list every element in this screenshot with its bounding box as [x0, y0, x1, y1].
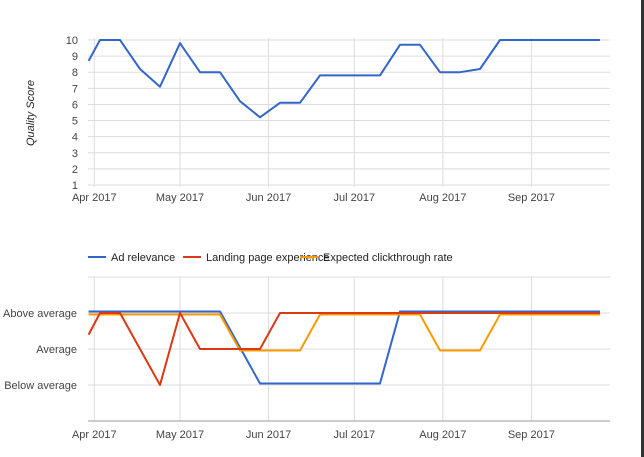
- y-tick-label: 2: [72, 164, 78, 176]
- x-tick-label: Jul 2017: [333, 192, 375, 204]
- y-tick-label: Below average: [4, 380, 77, 392]
- window-border: [641, 0, 644, 457]
- y-tick-label: 9: [72, 51, 78, 63]
- x-tick-label: Jun 2017: [246, 429, 291, 441]
- x-tick-label: Jul 2017: [333, 429, 375, 441]
- legend-label: Landing page experience: [206, 252, 330, 264]
- x-tick-label: Aug 2017: [419, 429, 466, 441]
- legend-label: Expected clickthrough rate: [323, 252, 453, 264]
- x-tick-label: May 2017: [156, 192, 204, 204]
- x-tick-label: Apr 2017: [72, 192, 117, 204]
- y-tick-label: 6: [72, 99, 78, 111]
- y-tick-label: 1: [72, 180, 78, 192]
- x-tick-label: Jun 2017: [246, 192, 291, 204]
- series-line-landing-page-experience: [87, 312, 600, 386]
- y-tick-label: 8: [72, 67, 78, 79]
- y-tick-label: Average: [36, 344, 77, 356]
- x-tick-label: Aug 2017: [419, 192, 466, 204]
- series-line-quality-score: [87, 39, 600, 119]
- x-tick-label: Sep 2017: [508, 429, 555, 441]
- y-tick-label: 7: [72, 83, 78, 95]
- x-tick-label: May 2017: [156, 429, 204, 441]
- y-axis-label: Quality Score: [25, 80, 37, 146]
- y-tick-label: 3: [72, 148, 78, 160]
- y-tick-label: 10: [66, 35, 78, 47]
- series-line-ad-relevance: [88, 310, 600, 385]
- y-tick-label: Above average: [3, 308, 77, 320]
- x-tick-label: Sep 2017: [508, 192, 555, 204]
- y-tick-label: 5: [72, 116, 78, 128]
- x-tick-label: Apr 2017: [72, 429, 117, 441]
- y-tick-label: 4: [72, 132, 78, 144]
- series-line-expected-clickthrough-rate: [88, 313, 600, 352]
- legend-label: Ad relevance: [111, 252, 175, 264]
